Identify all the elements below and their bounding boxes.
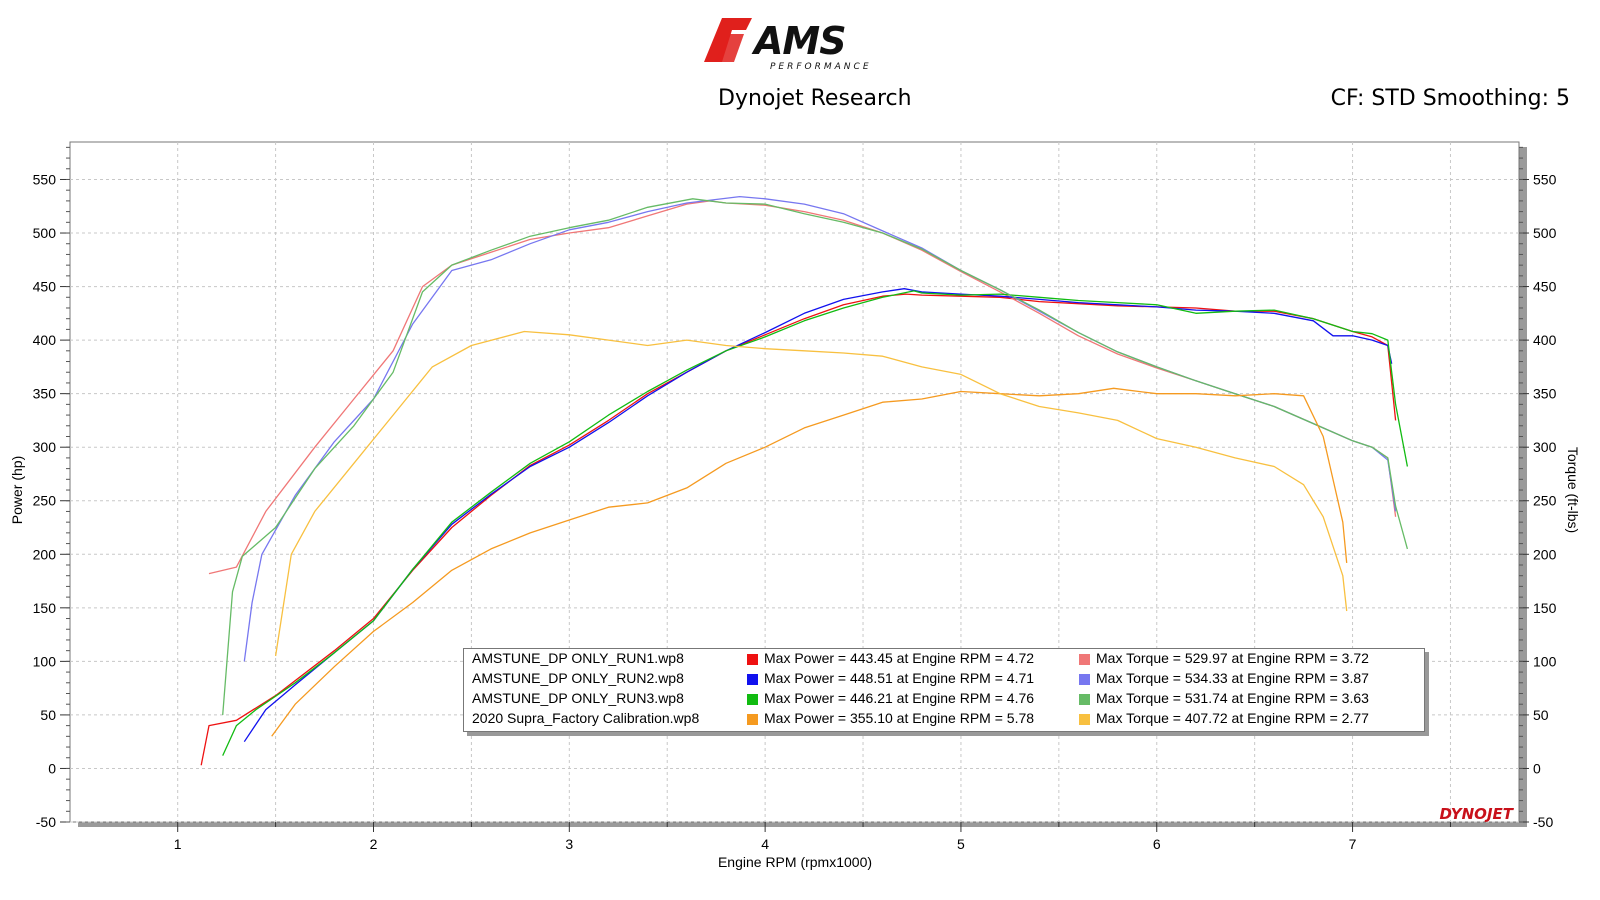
legend-torque-swatch <box>1079 654 1090 665</box>
y-tick-label-right: 550 <box>1533 171 1557 187</box>
y-tick-label-left: -50 <box>36 814 56 830</box>
chart-subtitle: Dynojet Research <box>718 86 912 111</box>
y-tick-label-right: 200 <box>1533 546 1557 562</box>
legend-row: AMSTUNE_DP ONLY_RUN1.wp8 Max Power = 443… <box>464 649 1424 669</box>
legend-power-swatch <box>747 714 758 725</box>
correction-settings: CF: STD Smoothing: 5 <box>1330 86 1570 111</box>
legend-torque-swatch <box>1079 714 1090 725</box>
y-axis-label-power: Power (hp) <box>9 456 25 524</box>
x-axis-label: Engine RPM (rpmx1000) <box>718 854 872 870</box>
y-tick-label-right: 150 <box>1533 600 1557 616</box>
legend-max-torque: Max Torque = 531.74 at Engine RPM = 3.63 <box>1096 690 1369 706</box>
y-tick-label-right: 500 <box>1533 225 1557 241</box>
legend-file-name: AMSTUNE_DP ONLY_RUN3.wp8 <box>472 690 684 706</box>
legend-max-torque: Max Torque = 534.33 at Engine RPM = 3.87 <box>1096 670 1369 686</box>
legend-max-torque: Max Torque = 529.97 at Engine RPM = 3.72 <box>1096 650 1369 666</box>
y-tick-label-right: -50 <box>1533 814 1553 830</box>
legend-row: 2020 Supra_Factory Calibration.wp8 Max P… <box>464 709 1424 729</box>
ams-performance-logo: AMS PERFORMANCE <box>704 18 872 72</box>
x-tick-label: 6 <box>1153 836 1161 852</box>
legend-power-swatch <box>747 674 758 685</box>
legend-file-name: 2020 Supra_Factory Calibration.wp8 <box>472 710 700 726</box>
x-tick-label: 7 <box>1349 836 1357 852</box>
dynojet-watermark: DYNOJET <box>1439 805 1514 823</box>
y-axis-label-torque: Torque (ft-lbs) <box>1565 447 1581 533</box>
series-line-torque <box>274 330 1348 657</box>
y-tick-label-left: 150 <box>33 600 57 616</box>
y-tick-label-left: 200 <box>33 546 57 562</box>
legend-power-swatch <box>747 654 758 665</box>
legend-max-power: Max Power = 355.10 at Engine RPM = 5.78 <box>764 710 1035 726</box>
y-tick-label-right: 50 <box>1533 707 1549 723</box>
svg-text:PERFORMANCE: PERFORMANCE <box>770 62 872 72</box>
y-tick-label-left: 350 <box>33 386 57 402</box>
series-line-power <box>222 290 1409 756</box>
legend-torque-swatch <box>1079 694 1090 705</box>
legend-file-name: AMSTUNE_DP ONLY_RUN2.wp8 <box>472 670 684 686</box>
legend-max-power: Max Power = 446.21 at Engine RPM = 4.76 <box>764 690 1035 706</box>
x-tick-label: 1 <box>174 836 182 852</box>
data-series <box>200 195 1409 766</box>
y-tick-label-left: 450 <box>33 279 57 295</box>
y-tick-label-right: 250 <box>1533 493 1557 509</box>
y-tick-label-right: 0 <box>1533 760 1541 776</box>
y-tick-label-left: 50 <box>40 707 56 723</box>
series-line-torque <box>222 198 1409 715</box>
legend-torque-swatch <box>1079 674 1090 685</box>
y-tick-label-right: 300 <box>1533 439 1557 455</box>
x-tick-label: 5 <box>957 836 965 852</box>
chart-legend: AMSTUNE_DP ONLY_RUN1.wp8 Max Power = 443… <box>463 648 1425 732</box>
y-tick-label-right: 450 <box>1533 279 1557 295</box>
series-line-power <box>243 288 1393 743</box>
legend-max-power: Max Power = 443.45 at Engine RPM = 4.72 <box>764 650 1035 666</box>
y-tick-label-right: 100 <box>1533 653 1557 669</box>
legend-max-torque: Max Torque = 407.72 at Engine RPM = 2.77 <box>1096 710 1369 726</box>
svg-text:AMS: AMS <box>751 19 846 63</box>
y-tick-label-left: 300 <box>33 439 57 455</box>
legend-power-swatch <box>747 694 758 705</box>
y-tick-label-left: 0 <box>48 760 56 776</box>
y-tick-label-left: 250 <box>33 493 57 509</box>
x-tick-label: 2 <box>370 836 378 852</box>
legend-file-name: AMSTUNE_DP ONLY_RUN1.wp8 <box>472 650 684 666</box>
series-line-power <box>271 387 1348 737</box>
y-tick-label-left: 500 <box>33 225 57 241</box>
y-tick-label-left: 100 <box>33 653 57 669</box>
x-tick-label: 4 <box>761 836 769 852</box>
axes: -50 -50 0 0 50 50 100 100 150 150 200 200 250 250 300 3… <box>33 146 1557 852</box>
y-tick-label-right: 400 <box>1533 332 1557 348</box>
y-tick-label-right: 350 <box>1533 386 1557 402</box>
y-tick-label-left: 400 <box>33 332 57 348</box>
legend-row: AMSTUNE_DP ONLY_RUN2.wp8 Max Power = 448… <box>464 669 1424 689</box>
legend-max-power: Max Power = 448.51 at Engine RPM = 4.71 <box>764 670 1035 686</box>
y-tick-label-left: 550 <box>33 171 57 187</box>
x-tick-label: 3 <box>565 836 573 852</box>
legend-row: AMSTUNE_DP ONLY_RUN3.wp8 Max Power = 446… <box>464 689 1424 709</box>
